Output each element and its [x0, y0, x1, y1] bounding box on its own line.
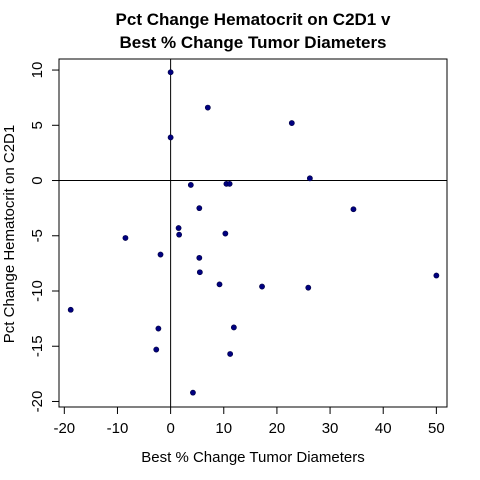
data-point: [227, 351, 234, 357]
data-point: [222, 230, 229, 237]
data-point: [153, 346, 160, 353]
x-tick-label: 30: [322, 420, 339, 437]
y-tick-label: -5: [29, 229, 46, 242]
y-axis-label: Pct Change Hematocrit on C2D1: [1, 125, 18, 343]
data-point: [155, 325, 162, 332]
data-point: [196, 205, 203, 212]
y-tick-label: -15: [29, 335, 46, 357]
y-tick-label: 5: [29, 121, 46, 129]
data-point: [259, 283, 265, 290]
y-tick-label: -20: [29, 391, 46, 413]
reference-lines: [59, 59, 447, 407]
data-point: [226, 180, 233, 187]
data-point: [216, 281, 223, 288]
data-point: [190, 389, 196, 396]
data-point: [288, 120, 295, 126]
data-point: [187, 182, 194, 188]
data-points: [67, 69, 440, 396]
x-tick-label: -20: [53, 420, 75, 437]
y-tick-label: 0: [29, 176, 46, 184]
data-point: [196, 269, 203, 276]
x-axis-label: Best % Change Tumor Diameters: [141, 449, 364, 466]
x-tick-label: 0: [166, 420, 174, 437]
plot-frame: [58, 58, 448, 408]
data-point: [196, 254, 203, 261]
chart-title: Pct Change Hematocrit on C2D1 v: [116, 10, 391, 29]
data-point: [230, 324, 237, 331]
data-point: [433, 272, 440, 279]
x-tick-label: -10: [107, 420, 129, 437]
data-point: [204, 104, 211, 111]
x-tick-label: 40: [375, 420, 392, 437]
data-point: [122, 235, 129, 241]
y-tick-label: -10: [29, 280, 46, 302]
y-tick-label: 10: [29, 62, 46, 79]
data-point: [350, 206, 357, 213]
data-point: [305, 284, 312, 291]
data-point: [167, 69, 174, 76]
data-point: [176, 231, 183, 238]
data-point: [175, 225, 182, 231]
x-axis: -20 -10 0 10 20 30 40 50: [53, 407, 445, 437]
data-point: [306, 175, 313, 182]
x-tick-label: 50: [428, 420, 445, 437]
x-tick-label: 20: [269, 420, 286, 437]
y-axis: -20 -15 -10 -5 0 5 10: [29, 62, 59, 413]
data-point: [157, 251, 164, 258]
x-tick-label: 10: [215, 420, 232, 437]
chart-subtitle: Best % Change Tumor Diameters: [119, 33, 386, 52]
data-point: [67, 306, 74, 313]
data-point: [167, 134, 174, 141]
